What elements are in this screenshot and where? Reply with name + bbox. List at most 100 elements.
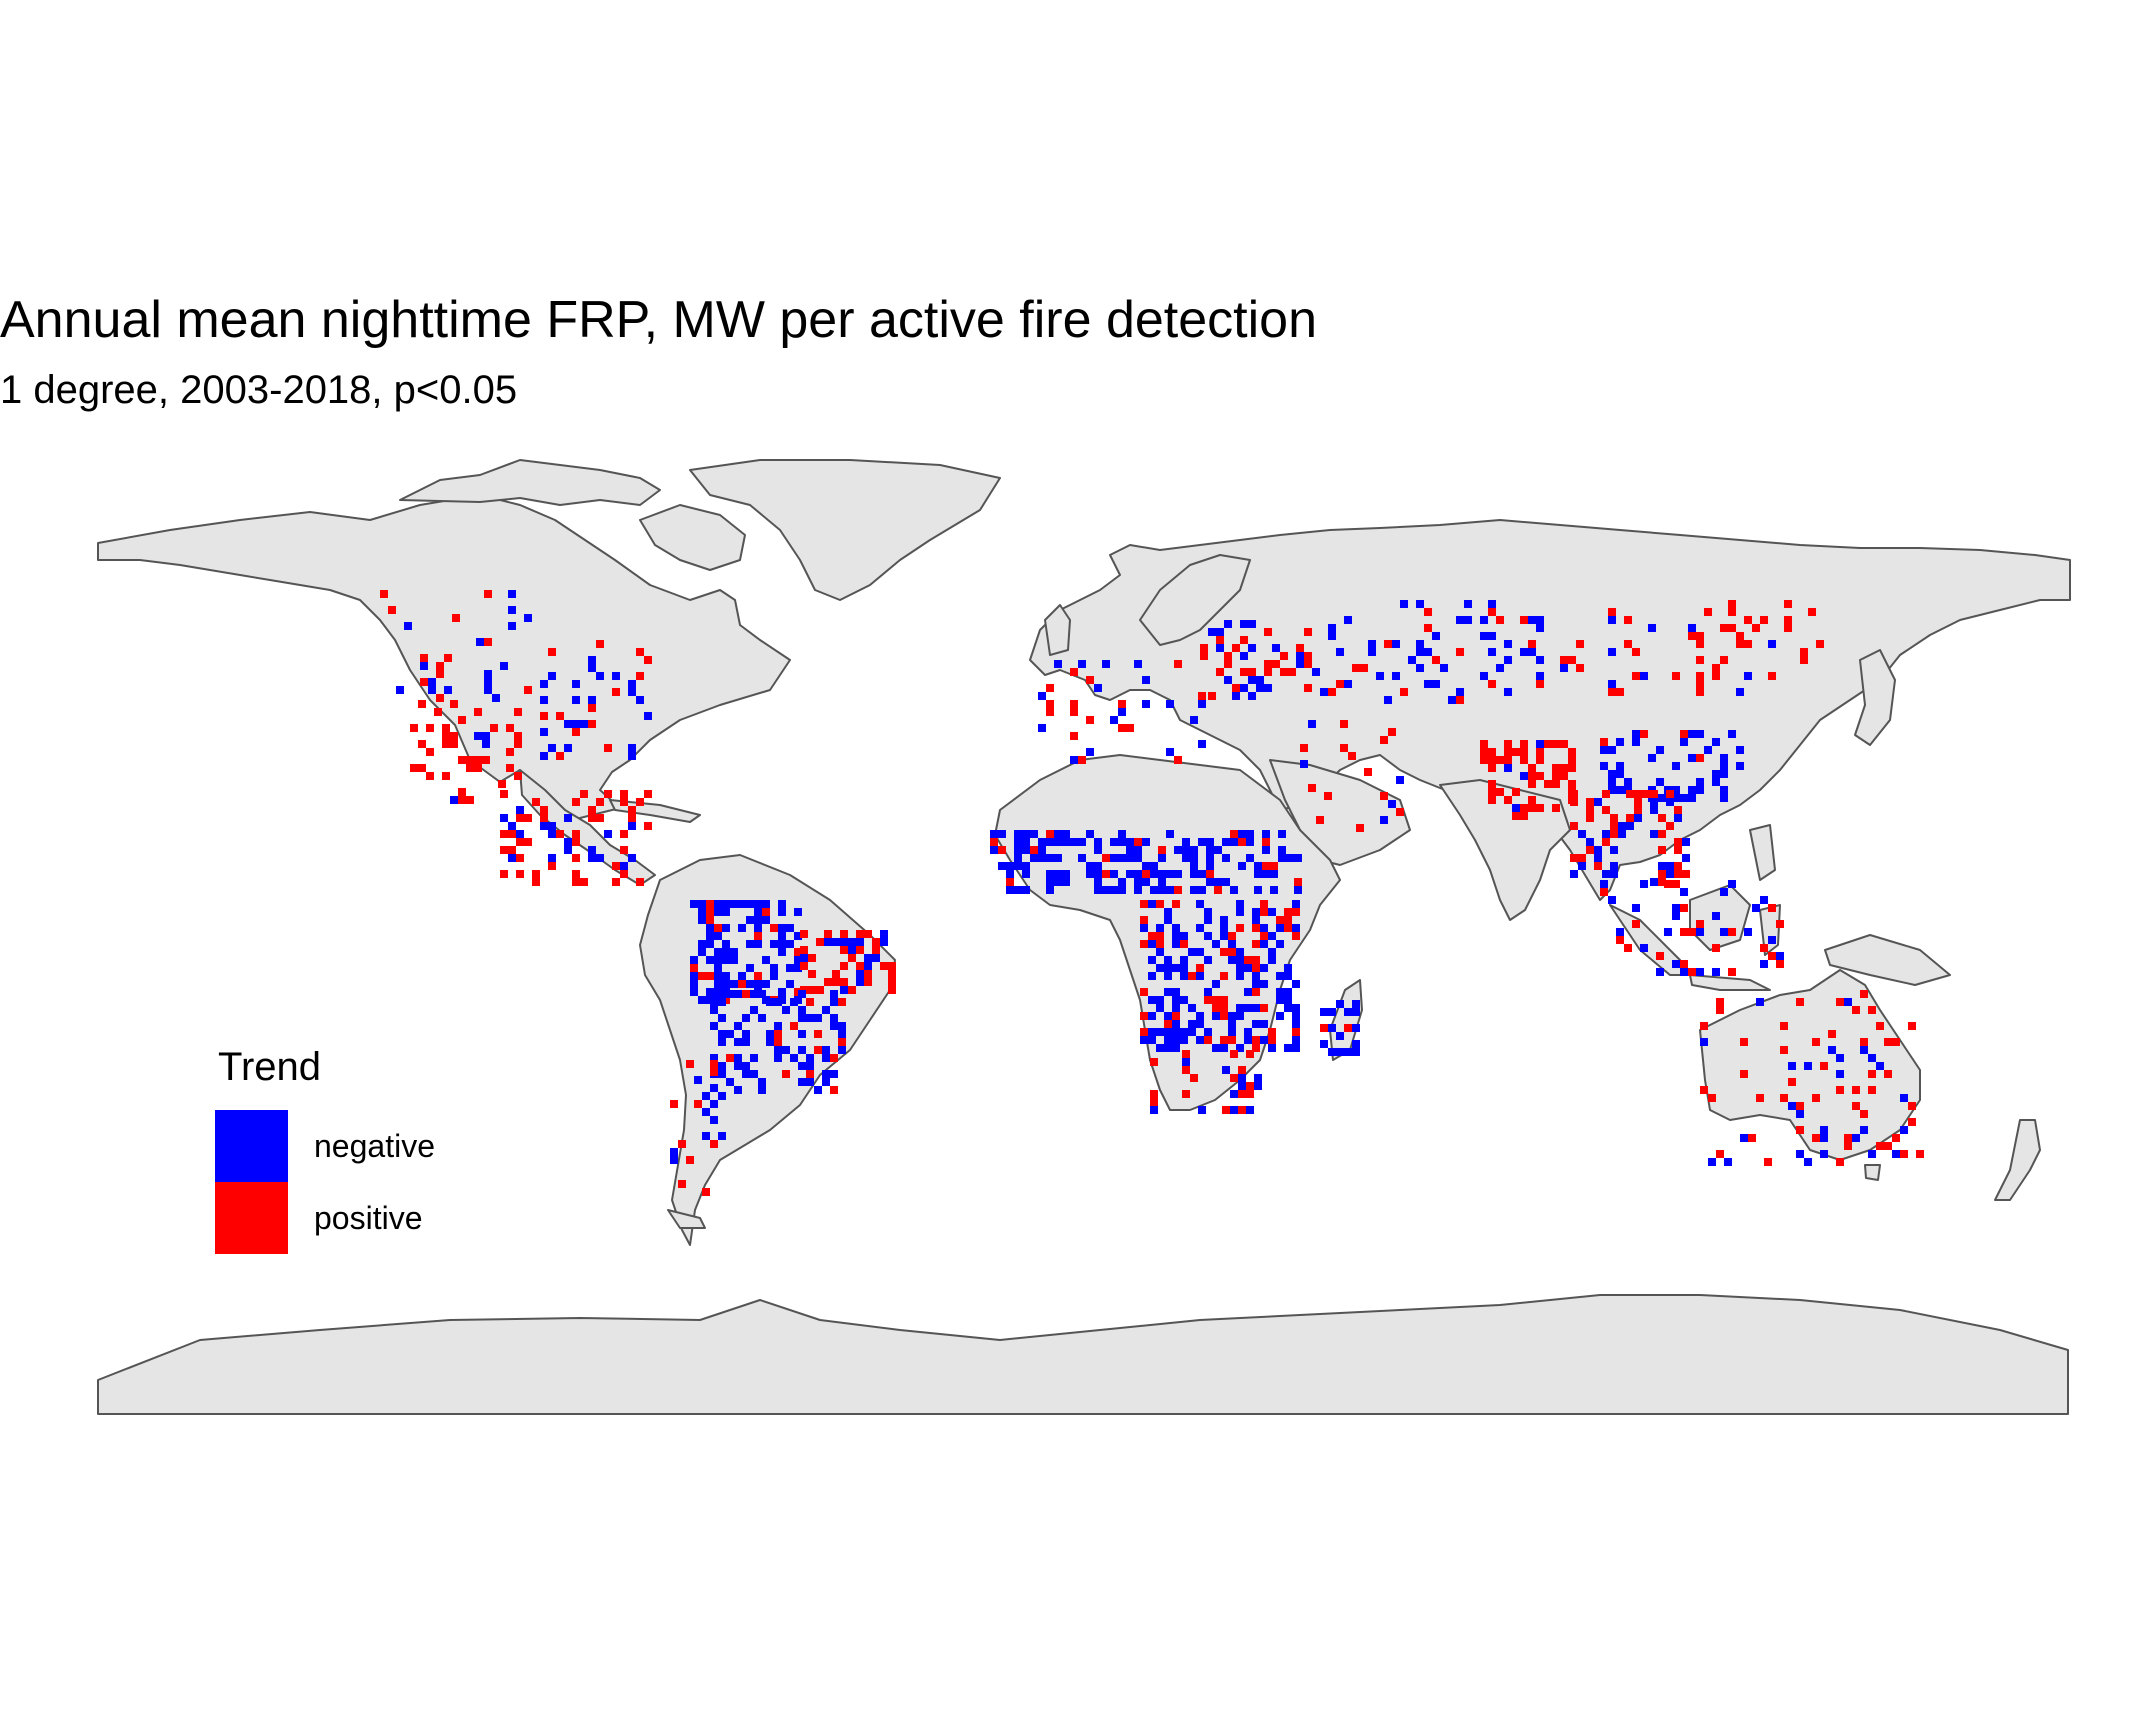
trend-cell xyxy=(1756,1094,1764,1102)
trend-cell xyxy=(484,678,492,686)
trend-cell xyxy=(1118,830,1126,838)
trend-cell xyxy=(824,978,832,986)
trend-cell xyxy=(1070,700,1078,708)
trend-cell xyxy=(774,1022,782,1030)
trend-cell xyxy=(1206,878,1214,886)
trend-cell xyxy=(1260,1004,1268,1012)
trend-cell xyxy=(548,822,556,830)
trend-cell xyxy=(1150,1058,1158,1066)
trend-cell xyxy=(1148,996,1156,1004)
trend-cell xyxy=(1140,1012,1148,1020)
trend-cell xyxy=(1134,886,1142,894)
trend-cell xyxy=(1198,700,1206,708)
trend-cell xyxy=(1884,1142,1892,1150)
trend-cell xyxy=(822,1070,830,1078)
trend-cell xyxy=(1220,996,1228,1004)
trend-cell xyxy=(1672,786,1680,794)
trend-cell xyxy=(1204,988,1212,996)
trend-cell xyxy=(1658,878,1666,886)
trend-cell xyxy=(1156,948,1164,956)
trend-cell xyxy=(1464,616,1472,624)
trend-cell xyxy=(1488,600,1496,608)
trend-cell xyxy=(1860,1046,1868,1054)
trend-cell xyxy=(1700,1022,1708,1030)
trend-cell xyxy=(856,978,864,986)
trend-cell xyxy=(856,962,864,970)
trend-cell xyxy=(1156,900,1164,908)
trend-cell xyxy=(1156,964,1164,972)
trend-cell xyxy=(380,590,388,598)
trend-cell xyxy=(1650,798,1658,806)
trend-cell xyxy=(1278,830,1286,838)
trend-cell xyxy=(1164,956,1172,964)
trend-cell xyxy=(1174,846,1182,854)
trend-cell xyxy=(746,916,754,924)
trend-cell xyxy=(532,798,540,806)
trend-cell xyxy=(508,606,516,614)
trend-cell xyxy=(1480,740,1488,748)
trend-cell xyxy=(1456,696,1464,704)
trend-cell xyxy=(790,1022,798,1030)
trend-cell xyxy=(1166,886,1174,894)
trend-cell xyxy=(678,1140,686,1148)
trend-cell xyxy=(1158,870,1166,878)
trend-cell xyxy=(1252,924,1260,932)
trend-cell xyxy=(1760,960,1768,968)
trend-cell xyxy=(1576,664,1584,672)
trend-cell xyxy=(1728,880,1736,888)
trend-cell xyxy=(636,696,644,704)
japan xyxy=(1854,649,1896,746)
trend-cell xyxy=(1248,668,1256,676)
trend-cell xyxy=(1140,900,1148,908)
trend-cell xyxy=(1006,886,1014,894)
trend-cell xyxy=(1616,786,1624,794)
trend-cell xyxy=(1220,932,1228,940)
trend-cell xyxy=(1156,1028,1164,1036)
trend-cell xyxy=(1680,730,1688,738)
trend-cell xyxy=(458,716,466,724)
trend-cell xyxy=(1150,1098,1158,1106)
trend-cell xyxy=(620,862,628,870)
trend-cell xyxy=(516,854,524,862)
trend-cell xyxy=(1528,772,1536,780)
trend-cell xyxy=(840,986,848,994)
trend-cell xyxy=(1496,788,1504,796)
trend-cell xyxy=(644,822,652,830)
trend-cell xyxy=(1196,1036,1204,1044)
trend-cell xyxy=(1682,870,1690,878)
trend-cell xyxy=(1260,900,1268,908)
trend-cell xyxy=(1110,716,1118,724)
trend-cell xyxy=(484,590,492,598)
trend-cell xyxy=(1212,980,1220,988)
great-britain xyxy=(1044,604,1071,656)
trend-cell xyxy=(750,1006,758,1014)
trend-cell xyxy=(1118,886,1126,894)
trend-cell xyxy=(1268,932,1276,940)
trend-cell xyxy=(628,822,636,830)
trend-cell xyxy=(1292,980,1300,988)
trend-cell xyxy=(1238,862,1246,870)
trend-cell xyxy=(814,1046,822,1054)
trend-cell xyxy=(782,1070,790,1078)
trend-cell xyxy=(1696,640,1704,648)
trend-cell xyxy=(1618,830,1626,838)
trend-cell xyxy=(1820,1150,1828,1158)
trend-cell xyxy=(1172,932,1180,940)
trend-cell xyxy=(1788,1078,1796,1086)
trend-cell xyxy=(1496,664,1504,672)
trend-cell xyxy=(1224,652,1232,660)
trend-cell xyxy=(1324,792,1332,800)
trend-cell xyxy=(1586,814,1594,822)
trend-cell xyxy=(806,998,814,1006)
trend-cell xyxy=(1134,846,1142,854)
trend-cell xyxy=(1868,1006,1876,1014)
trend-cell xyxy=(1062,870,1070,878)
trend-cell xyxy=(1190,886,1198,894)
trend-cell xyxy=(1328,1024,1336,1032)
trend-cell xyxy=(1536,804,1544,812)
trend-cell xyxy=(508,846,516,854)
trend-cell xyxy=(1376,672,1384,680)
trend-cell xyxy=(450,732,458,740)
trend-cell xyxy=(1148,932,1156,940)
trend-cell xyxy=(1388,800,1396,808)
